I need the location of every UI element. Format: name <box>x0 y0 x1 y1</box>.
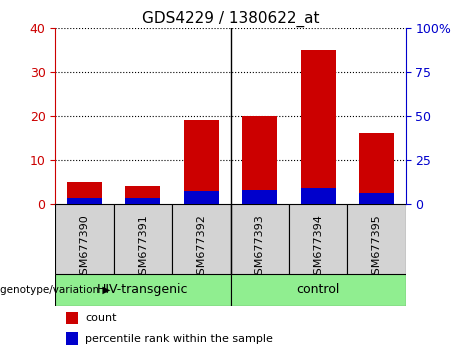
Bar <box>242 116 277 204</box>
Bar <box>172 204 230 274</box>
Bar <box>184 191 219 204</box>
Bar <box>289 204 347 274</box>
Bar <box>125 198 160 204</box>
Text: GSM677395: GSM677395 <box>372 214 382 282</box>
Bar <box>301 50 336 204</box>
Text: GSM677390: GSM677390 <box>79 214 89 282</box>
Bar <box>55 274 230 306</box>
Text: GSM677392: GSM677392 <box>196 214 207 282</box>
Text: control: control <box>296 283 340 296</box>
Text: GSM677393: GSM677393 <box>254 214 265 282</box>
Bar <box>184 120 219 204</box>
Bar <box>359 133 394 204</box>
Bar <box>301 188 336 204</box>
Text: genotype/variation ▶: genotype/variation ▶ <box>0 285 110 295</box>
Text: GSM677391: GSM677391 <box>138 214 148 282</box>
Bar <box>67 198 102 204</box>
Bar <box>55 204 114 274</box>
Text: count: count <box>85 313 117 323</box>
Text: GSM677394: GSM677394 <box>313 214 323 282</box>
Bar <box>242 189 277 204</box>
Bar <box>66 332 78 345</box>
Bar <box>359 193 394 204</box>
Bar <box>347 204 406 274</box>
Bar <box>125 186 160 204</box>
Bar <box>114 204 172 274</box>
Bar <box>67 182 102 204</box>
Bar <box>230 274 406 306</box>
Text: percentile rank within the sample: percentile rank within the sample <box>85 333 273 344</box>
Bar <box>230 204 289 274</box>
Text: HIV-transgenic: HIV-transgenic <box>97 283 189 296</box>
Title: GDS4229 / 1380622_at: GDS4229 / 1380622_at <box>142 11 319 27</box>
Bar <box>66 312 78 324</box>
